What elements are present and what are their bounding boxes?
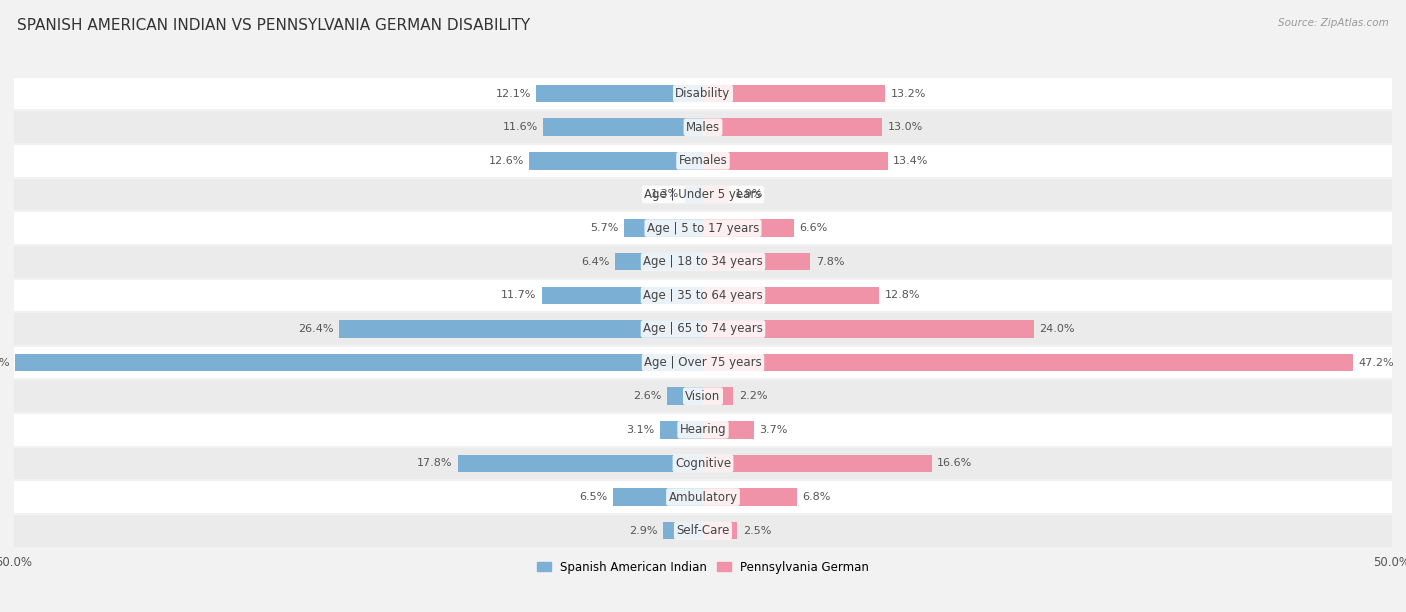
Text: 24.0%: 24.0% — [1039, 324, 1074, 334]
Bar — [14, 379, 1392, 413]
Text: Cognitive: Cognitive — [675, 457, 731, 470]
Text: 47.2%: 47.2% — [1358, 357, 1395, 368]
Text: 13.2%: 13.2% — [890, 89, 925, 99]
Bar — [15, 354, 703, 371]
Text: Vision: Vision — [685, 390, 721, 403]
Bar — [541, 286, 703, 304]
Bar — [14, 413, 1392, 447]
Bar — [14, 346, 1392, 379]
Text: Age | 35 to 64 years: Age | 35 to 64 years — [643, 289, 763, 302]
Text: SPANISH AMERICAN INDIAN VS PENNSYLVANIA GERMAN DISABILITY: SPANISH AMERICAN INDIAN VS PENNSYLVANIA … — [17, 18, 530, 34]
Text: Age | 65 to 74 years: Age | 65 to 74 years — [643, 323, 763, 335]
Bar — [14, 480, 1392, 514]
Text: 7.8%: 7.8% — [815, 256, 845, 267]
Bar — [685, 185, 703, 203]
Text: Males: Males — [686, 121, 720, 134]
Text: 6.8%: 6.8% — [803, 492, 831, 502]
Bar — [703, 119, 882, 136]
Text: 11.7%: 11.7% — [501, 290, 536, 300]
Bar — [613, 488, 703, 506]
Bar — [703, 488, 797, 506]
Text: 16.6%: 16.6% — [938, 458, 973, 468]
Text: 13.4%: 13.4% — [893, 156, 928, 166]
Bar — [703, 522, 738, 539]
Bar — [624, 219, 703, 237]
Text: 13.0%: 13.0% — [887, 122, 922, 132]
Text: Females: Females — [679, 154, 727, 167]
Text: 6.6%: 6.6% — [800, 223, 828, 233]
Bar — [703, 85, 884, 102]
Bar — [661, 421, 703, 439]
Bar — [14, 76, 1392, 110]
Bar — [14, 447, 1392, 480]
Bar — [703, 387, 734, 405]
Text: Disability: Disability — [675, 87, 731, 100]
Text: 12.8%: 12.8% — [884, 290, 921, 300]
Text: 11.6%: 11.6% — [502, 122, 537, 132]
Bar — [14, 110, 1392, 144]
Text: Source: ZipAtlas.com: Source: ZipAtlas.com — [1278, 18, 1389, 28]
Text: 12.1%: 12.1% — [495, 89, 531, 99]
Bar — [614, 253, 703, 271]
Text: 6.5%: 6.5% — [579, 492, 607, 502]
Text: Hearing: Hearing — [679, 424, 727, 436]
Bar — [14, 278, 1392, 312]
Bar — [668, 387, 703, 405]
Text: 1.3%: 1.3% — [651, 190, 679, 200]
Bar — [703, 421, 754, 439]
Text: 5.7%: 5.7% — [591, 223, 619, 233]
Bar — [14, 312, 1392, 346]
Text: 26.4%: 26.4% — [298, 324, 333, 334]
Bar — [14, 245, 1392, 278]
Text: 49.9%: 49.9% — [0, 357, 10, 368]
Text: 6.4%: 6.4% — [581, 256, 609, 267]
Text: 17.8%: 17.8% — [416, 458, 453, 468]
Bar — [703, 219, 794, 237]
Bar — [14, 514, 1392, 548]
Text: 2.5%: 2.5% — [742, 526, 772, 536]
Text: Age | 18 to 34 years: Age | 18 to 34 years — [643, 255, 763, 268]
Bar — [703, 354, 1354, 371]
Text: Ambulatory: Ambulatory — [668, 490, 738, 504]
Text: 12.6%: 12.6% — [488, 156, 524, 166]
Text: Age | Over 75 years: Age | Over 75 years — [644, 356, 762, 369]
Bar — [536, 85, 703, 102]
Text: 3.1%: 3.1% — [627, 425, 655, 435]
Bar — [543, 119, 703, 136]
Text: 1.9%: 1.9% — [735, 190, 763, 200]
Text: Self-Care: Self-Care — [676, 524, 730, 537]
Bar — [703, 286, 879, 304]
Text: Age | 5 to 17 years: Age | 5 to 17 years — [647, 222, 759, 234]
Legend: Spanish American Indian, Pennsylvania German: Spanish American Indian, Pennsylvania Ge… — [531, 556, 875, 578]
Bar — [14, 144, 1392, 177]
Bar — [703, 320, 1033, 338]
Text: 2.2%: 2.2% — [738, 391, 768, 401]
Text: 3.7%: 3.7% — [759, 425, 787, 435]
Bar — [703, 253, 810, 271]
Bar — [14, 177, 1392, 211]
Bar — [14, 211, 1392, 245]
Text: 2.6%: 2.6% — [633, 391, 662, 401]
Bar — [458, 455, 703, 472]
Bar — [703, 185, 730, 203]
Bar — [530, 152, 703, 170]
Text: 2.9%: 2.9% — [628, 526, 658, 536]
Bar — [664, 522, 703, 539]
Bar — [703, 152, 887, 170]
Bar — [339, 320, 703, 338]
Text: Age | Under 5 years: Age | Under 5 years — [644, 188, 762, 201]
Bar — [703, 455, 932, 472]
